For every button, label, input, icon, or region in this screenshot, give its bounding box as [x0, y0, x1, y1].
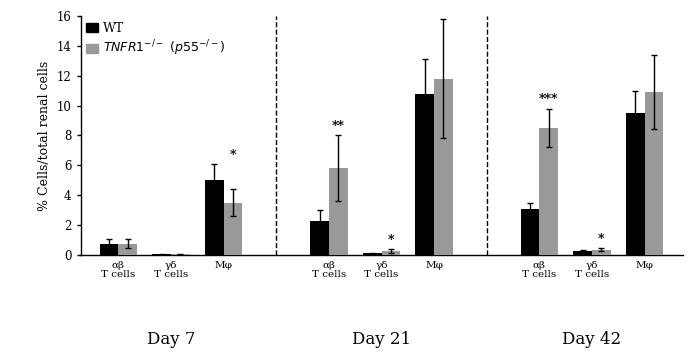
Text: **: **	[332, 120, 344, 133]
Bar	[224, 202, 242, 255]
Text: *: *	[230, 149, 237, 161]
Bar	[118, 244, 137, 255]
Bar	[171, 254, 190, 255]
Bar	[592, 250, 610, 255]
Bar	[539, 128, 558, 255]
Bar	[626, 113, 645, 255]
Bar	[205, 180, 224, 255]
Bar	[434, 79, 453, 255]
Text: Day 7: Day 7	[147, 331, 195, 348]
Y-axis label: % Cells/total renal cells: % Cells/total renal cells	[38, 60, 51, 211]
Bar	[521, 209, 539, 255]
Text: *: *	[388, 234, 394, 247]
Bar	[645, 92, 663, 255]
Text: ***: ***	[539, 93, 559, 106]
Bar	[415, 93, 434, 255]
Text: *: *	[598, 233, 605, 246]
Text: Day 21: Day 21	[352, 331, 411, 348]
Legend: WT, $\it{TNFR1^{-/-}}$ $\it{(p55^{-/-})}$: WT, $\it{TNFR1^{-/-}}$ $\it{(p55^{-/-})}…	[86, 22, 225, 58]
Bar	[153, 254, 171, 255]
Bar	[310, 221, 329, 255]
Bar	[573, 251, 592, 255]
Bar	[382, 251, 400, 255]
Bar	[363, 253, 382, 255]
Text: Day 42: Day 42	[562, 331, 622, 348]
Bar	[100, 244, 118, 255]
Bar	[329, 168, 348, 255]
